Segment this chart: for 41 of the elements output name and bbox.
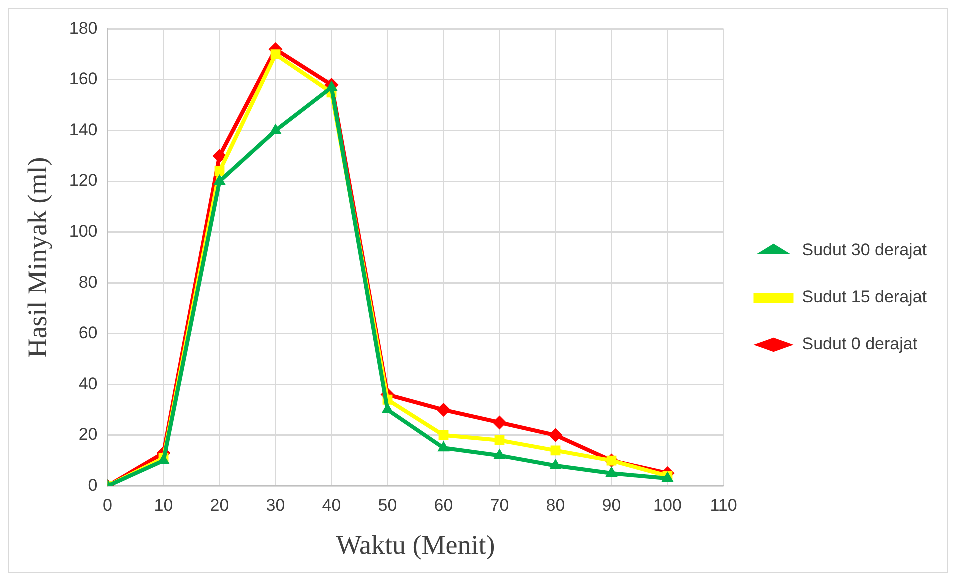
point (492, 416, 507, 430)
point (438, 430, 449, 440)
y-tick-label: 180 (69, 18, 98, 38)
x-tick-label: 40 (322, 496, 342, 516)
x-tick-label: 70 (490, 496, 510, 516)
x-tick-label: 10 (154, 496, 174, 516)
x-tick-label: 90 (602, 496, 622, 516)
x-tick-label: 30 (266, 496, 286, 516)
point (494, 448, 506, 460)
point (606, 466, 618, 478)
y-axis-title: Hasil Minyak (ml) (22, 157, 52, 358)
point (548, 428, 563, 442)
x-tick-label: 80 (546, 496, 566, 516)
x-tick-label: 20 (210, 496, 230, 516)
x-tick-label: 50 (378, 496, 398, 516)
point (382, 403, 394, 414)
y-tick-label: 40 (78, 374, 98, 394)
legend-label: Sudut 0 derajat (802, 334, 918, 354)
x-tick-label: 0 (103, 496, 112, 516)
point (214, 166, 225, 176)
y-tick-label: 0 (88, 476, 98, 495)
point (438, 441, 450, 452)
y-tick-label: 20 (78, 425, 98, 444)
point (550, 458, 562, 470)
legend-label: Sudut 15 derajat (802, 288, 928, 307)
y-tick-label: 160 (69, 70, 98, 89)
x-axis-title: Waktu (Menit) (336, 530, 496, 560)
point (550, 446, 561, 456)
point (494, 436, 505, 446)
y-tick-label: 80 (78, 272, 98, 292)
y-tick-label: 100 (69, 222, 98, 241)
point (436, 403, 451, 418)
point (212, 149, 227, 164)
legend-label: Sudut 30 derajat (802, 240, 928, 260)
y-tick-label: 120 (69, 171, 98, 190)
y-tick-label: 140 (69, 120, 98, 140)
y-tick-label: 60 (78, 324, 98, 343)
point (270, 50, 281, 60)
x-tick-label: 60 (434, 496, 454, 516)
x-tick-label: 100 (654, 496, 682, 516)
x-tick-label: 110 (710, 496, 738, 516)
